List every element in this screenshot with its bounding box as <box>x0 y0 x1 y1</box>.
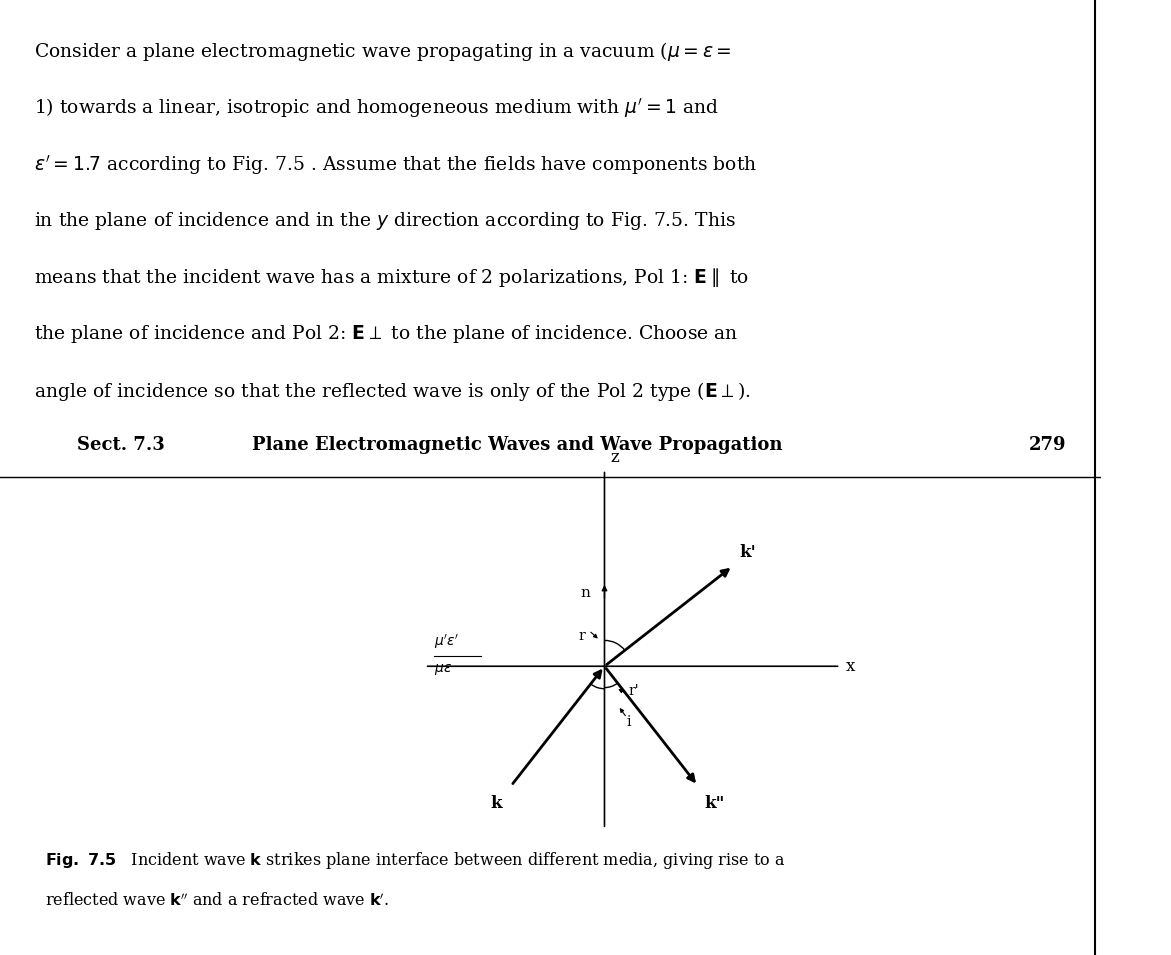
Text: $\mathbf{Fig.\ 7.5}$   Incident wave $\mathbf{k}$ strikes plane interface betwee: $\mathbf{Fig.\ 7.5}$ Incident wave $\mat… <box>46 850 786 871</box>
Text: angle of incidence so that the reflected wave is only of the Pol 2 type ($\mathb: angle of incidence so that the reflected… <box>34 380 751 403</box>
Text: n: n <box>580 586 590 601</box>
Text: 1) towards a linear, isotropic and homogeneous medium with $\mu' = 1$ and: 1) towards a linear, isotropic and homog… <box>34 96 719 120</box>
Text: the plane of incidence and Pol 2: $\mathbf{E} \perp$ to the plane of incidence. : the plane of incidence and Pol 2: $\math… <box>34 323 738 345</box>
Text: r: r <box>578 629 586 643</box>
Text: k': k' <box>740 544 756 562</box>
Text: $\epsilon' = 1.7$ according to Fig. 7.5 . Assume that the fields have components: $\epsilon' = 1.7$ according to Fig. 7.5 … <box>34 153 756 177</box>
Text: r': r' <box>629 684 639 698</box>
Text: means that the incident wave has a mixture of 2 polarizations, Pol 1: $\mathbf{E: means that the incident wave has a mixtu… <box>34 266 748 289</box>
Text: $\mu'\epsilon'$: $\mu'\epsilon'$ <box>433 632 459 650</box>
Text: reflected wave $\mathbf{k''}$ and a refracted wave $\mathbf{k'}$.: reflected wave $\mathbf{k''}$ and a refr… <box>46 893 390 910</box>
Text: k": k" <box>705 795 725 812</box>
Text: 279: 279 <box>1029 436 1067 454</box>
Text: x: x <box>847 658 856 675</box>
Text: i: i <box>626 715 631 730</box>
Text: Sect. 7.3: Sect. 7.3 <box>77 436 165 454</box>
Text: in the plane of incidence and in the $y$ direction according to Fig. 7.5. This: in the plane of incidence and in the $y$… <box>34 210 735 232</box>
Text: Consider a plane electromagnetic wave propagating in a vacuum ($\mu = \epsilon =: Consider a plane electromagnetic wave pr… <box>34 39 732 63</box>
Text: $\mu\epsilon$: $\mu\epsilon$ <box>433 662 452 677</box>
Text: Plane Electromagnetic Waves and Wave Propagation: Plane Electromagnetic Waves and Wave Pro… <box>252 436 782 454</box>
Text: z: z <box>610 449 618 466</box>
Text: k: k <box>491 795 502 812</box>
